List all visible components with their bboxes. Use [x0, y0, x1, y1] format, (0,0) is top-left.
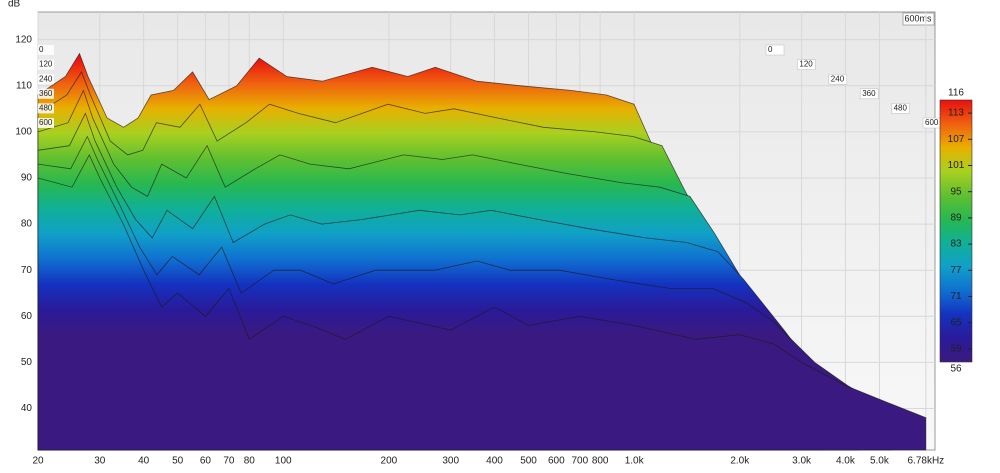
- y-tick-label: 100: [15, 127, 32, 138]
- time-label-box: [891, 103, 910, 114]
- time-label: 240: [831, 74, 845, 83]
- x-tick-label: 500: [520, 456, 537, 467]
- x-tick-label: 400: [486, 456, 503, 467]
- time-label-box: [38, 103, 54, 114]
- y-tick-label: 60: [21, 311, 33, 322]
- x-tick-label: 2.0k: [730, 456, 750, 467]
- x-tick-label: 30: [94, 456, 106, 467]
- x-tick-label: 60: [200, 456, 212, 467]
- colorbar-tick-label: 59: [950, 344, 962, 355]
- time-label-box: [38, 59, 54, 70]
- waterfall-slice: [37, 153, 927, 451]
- colorbar-tick-label: 95: [950, 186, 962, 197]
- colorbar-end-label: 116: [948, 88, 964, 99]
- time-label: 600: [925, 118, 939, 127]
- colorbar-tick-label: 101: [948, 160, 965, 171]
- colorbar-end-label: 56: [950, 364, 962, 375]
- x-tick-label: 800: [592, 456, 609, 467]
- x-tick-label: 3.0k: [792, 456, 812, 467]
- x-tick-label: 70: [223, 456, 235, 467]
- x-tick-label: 100: [275, 456, 292, 467]
- x-tick-label: 4.0k: [836, 456, 856, 467]
- x-tick-label: 300: [442, 456, 459, 467]
- colorbar-tick-label: 83: [950, 239, 962, 250]
- x-tick-label: 40: [138, 456, 150, 467]
- x-tick-label: 700: [571, 456, 588, 467]
- time-label: 360: [39, 89, 53, 98]
- colorbar-tick-label: 89: [950, 213, 962, 224]
- time-label: 240: [39, 74, 53, 83]
- time-label: 0: [768, 45, 773, 54]
- colorbar-tick-label: 107: [948, 134, 965, 145]
- time-label-box: [38, 118, 54, 128]
- colorbar-tick-label: 65: [950, 317, 962, 328]
- colorbar: [939, 99, 973, 363]
- time-label-box: [38, 88, 54, 99]
- y-tick-label: 40: [21, 403, 33, 414]
- x-tick-label: 20: [32, 456, 44, 467]
- x-tick-label: 200: [381, 456, 398, 467]
- colorbar-tick-label: 71: [950, 291, 962, 302]
- time-label-box: [828, 73, 848, 85]
- time-label: 120: [39, 60, 53, 69]
- time-label-box: [38, 74, 54, 85]
- y-tick-label: 90: [21, 173, 33, 184]
- y-axis-label: dB: [8, 0, 21, 10]
- time-label: 600: [39, 118, 53, 127]
- colorbar-tick-label: 113: [948, 108, 964, 119]
- y-tick-label: 70: [21, 265, 33, 276]
- time-label-box: [797, 59, 816, 70]
- colorbar-tick-label: 77: [950, 265, 962, 276]
- time-label-box: [765, 44, 785, 56]
- y-tick-label: 120: [15, 34, 32, 45]
- y-tick-label: 50: [21, 357, 33, 368]
- time-label: 480: [39, 104, 53, 113]
- y-tick-label: 110: [16, 80, 32, 91]
- x-tick-label: 5.0k: [870, 456, 890, 467]
- x-tick-label: 600: [548, 456, 565, 467]
- time-label: 360: [862, 89, 876, 98]
- time-label: 120: [799, 60, 813, 69]
- y-tick-label: 80: [21, 219, 33, 230]
- time-label: 480: [894, 104, 908, 113]
- time-label-box: [859, 88, 879, 100]
- x-tick-label: 80: [244, 456, 256, 467]
- x-tick-label: 50: [172, 456, 184, 467]
- time-label-box: [38, 45, 54, 55]
- time-label: 0: [39, 45, 44, 54]
- x-tick-label: 6.78kHz: [907, 456, 944, 467]
- time-label: 600ms: [904, 13, 932, 23]
- x-tick-label: 1.0k: [625, 456, 645, 467]
